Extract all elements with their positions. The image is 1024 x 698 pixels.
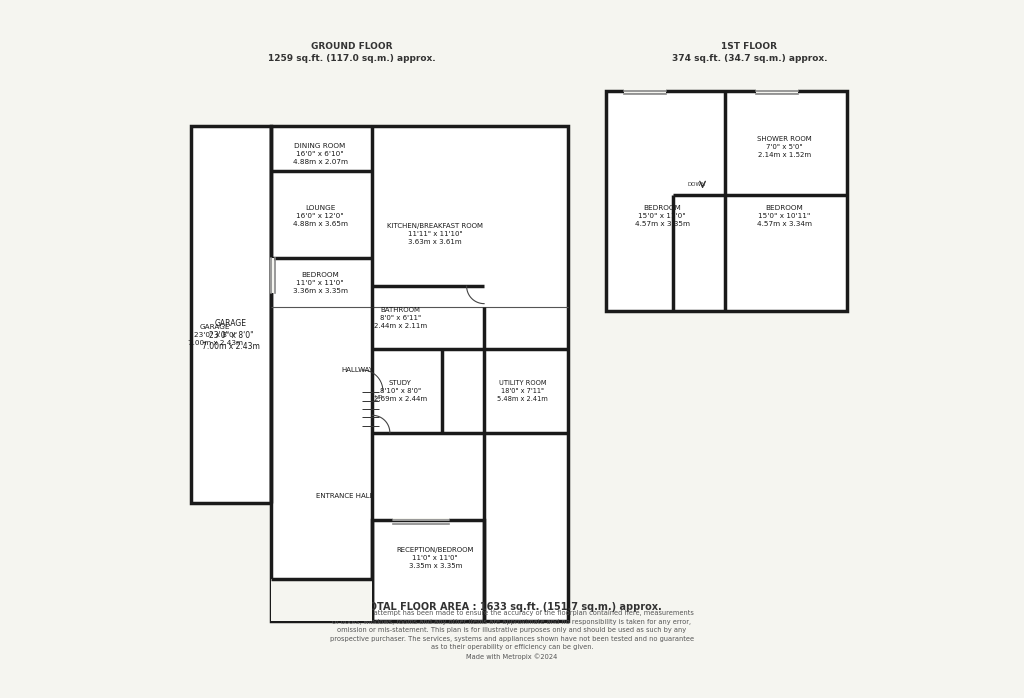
Text: LOUNGE
16'0" x 12'0"
4.88m x 3.65m: LOUNGE 16'0" x 12'0" 4.88m x 3.65m (293, 205, 347, 228)
Text: GARAGE
23'0" x 8'0"
7.00m x 2.43m: GARAGE 23'0" x 8'0" 7.00m x 2.43m (187, 324, 243, 346)
Bar (190, 126, 271, 503)
Text: UP: UP (375, 395, 383, 401)
Text: BEDROOM
15'0" x 10'11"
4.57m x 3.34m: BEDROOM 15'0" x 10'11" 4.57m x 3.34m (757, 205, 812, 228)
Text: GROUND FLOOR
1259 sq.ft. (117.0 sq.m.) approx.: GROUND FLOOR 1259 sq.ft. (117.0 sq.m.) a… (267, 42, 435, 64)
Text: BEDROOM
15'0" x 11'0"
4.57m x 3.35m: BEDROOM 15'0" x 11'0" 4.57m x 3.35m (635, 205, 689, 228)
Text: STUDY
8'10" x 8'0"
2.69m x 2.44m: STUDY 8'10" x 8'0" 2.69m x 2.44m (374, 380, 427, 402)
Text: UTILITY ROOM
18'0" x 7'11"
5.48m x 2.41m: UTILITY ROOM 18'0" x 7'11" 5.48m x 2.41m (497, 380, 548, 402)
Text: GARAGE
23'0" x 8'0"
7.00m x 2.43m: GARAGE 23'0" x 8'0" 7.00m x 2.43m (202, 319, 260, 351)
Text: RECEPTION/BEDROOM
11'0" x 11'0"
3.35m x 3.35m: RECEPTION/BEDROOM 11'0" x 11'0" 3.35m x … (396, 547, 474, 570)
Bar (373, 520, 484, 621)
Text: BATHROOM
8'0" x 6'11"
2.44m x 2.11m: BATHROOM 8'0" x 6'11" 2.44m x 2.11m (374, 306, 427, 329)
Bar (393, 518, 450, 521)
Text: 1ST FLOOR
374 sq.ft. (34.7 sq.m.) approx.: 1ST FLOOR 374 sq.ft. (34.7 sq.m.) approx… (672, 42, 827, 64)
Text: DOWN: DOWN (688, 181, 706, 187)
Text: DINING ROOM
16'0" x 6'10"
4.88m x 2.07m: DINING ROOM 16'0" x 6'10" 4.88m x 2.07m (293, 142, 347, 165)
Text: ENTRANCE HALL: ENTRANCE HALL (315, 493, 373, 498)
Bar (757, 89, 798, 93)
Text: BEDROOM
11'0" x 11'0"
3.36m x 3.35m: BEDROOM 11'0" x 11'0" 3.36m x 3.35m (293, 272, 347, 294)
Text: Whilst every attempt has been made to ensure the accuracy of the floorplan conta: Whilst every attempt has been made to en… (330, 611, 694, 660)
Bar (271, 126, 568, 621)
Text: TOTAL FLOOR AREA : 1633 sq.ft. (151.7 sq.m.) approx.: TOTAL FLOOR AREA : 1633 sq.ft. (151.7 sq… (362, 602, 662, 612)
Bar (606, 91, 847, 311)
Bar (271, 579, 373, 621)
Text: SHOWER ROOM
7'0" x 5'0"
2.14m x 1.52m: SHOWER ROOM 7'0" x 5'0" 2.14m x 1.52m (757, 135, 812, 158)
Bar (269, 258, 274, 293)
Text: KITCHEN/BREAKFAST ROOM
11'11" x 11'10"
3.63m x 3.61m: KITCHEN/BREAKFAST ROOM 11'11" x 11'10" 3… (387, 223, 483, 245)
Bar (624, 89, 666, 93)
Text: HALLWAY: HALLWAY (341, 367, 373, 373)
